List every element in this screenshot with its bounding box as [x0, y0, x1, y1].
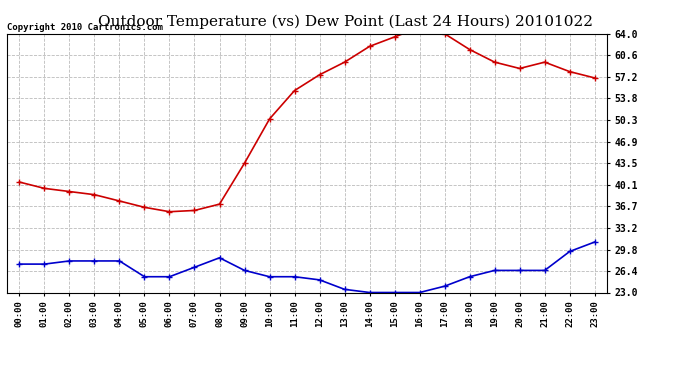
Text: Copyright 2010 Cartronics.com: Copyright 2010 Cartronics.com	[7, 24, 163, 33]
Text: Outdoor Temperature (vs) Dew Point (Last 24 Hours) 20101022: Outdoor Temperature (vs) Dew Point (Last…	[97, 15, 593, 29]
